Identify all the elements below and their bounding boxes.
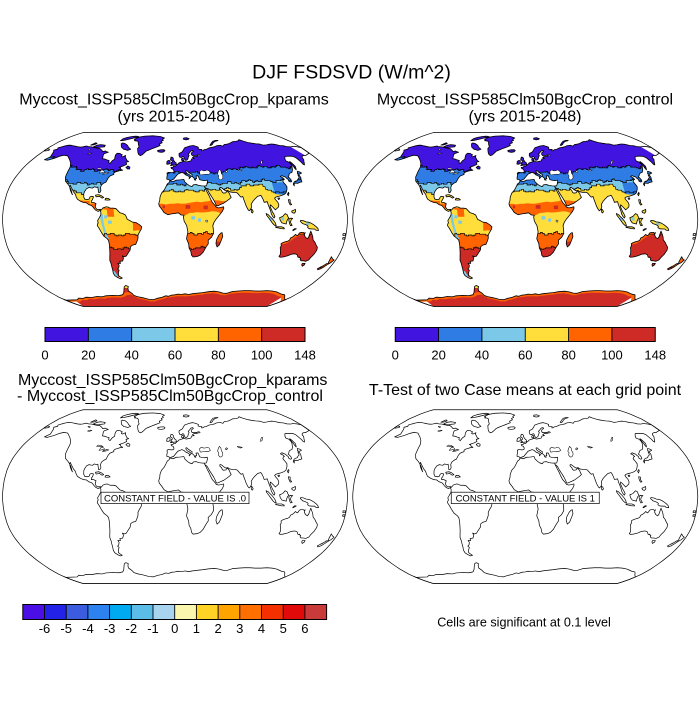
svg-text:- Myccost_ISSP585Clm50BgcCrop_: - Myccost_ISSP585Clm50BgcCrop_control — [17, 388, 323, 405]
svg-text:-4: -4 — [82, 621, 94, 636]
svg-text:40: 40 — [124, 348, 138, 363]
svg-text:0: 0 — [392, 348, 399, 363]
svg-text:100: 100 — [251, 348, 273, 363]
svg-text:1: 1 — [193, 621, 200, 636]
svg-text:20: 20 — [81, 348, 95, 363]
svg-text:40: 40 — [475, 348, 489, 363]
svg-text:20: 20 — [431, 348, 445, 363]
svg-text:2: 2 — [214, 621, 221, 636]
svg-text:Myccost_ISSP585Clm50BgcCrop_co: Myccost_ISSP585Clm50BgcCrop_control — [377, 91, 673, 108]
svg-text:(yrs 2015-2048): (yrs 2015-2048) — [118, 109, 231, 126]
svg-text:Myccost_ISSP585Clm50BgcCrop_kp: Myccost_ISSP585Clm50BgcCrop_kparams — [19, 91, 328, 108]
svg-text:CONSTANT FIELD - VALUE IS .0: CONSTANT FIELD - VALUE IS .0 — [104, 493, 246, 504]
svg-text:148: 148 — [644, 348, 666, 363]
svg-text:60: 60 — [168, 348, 182, 363]
svg-text:100: 100 — [601, 348, 623, 363]
svg-text:3: 3 — [236, 621, 243, 636]
svg-text:-6: -6 — [39, 621, 51, 636]
svg-text:-1: -1 — [147, 621, 159, 636]
svg-text:-5: -5 — [60, 621, 72, 636]
svg-text:80: 80 — [561, 348, 575, 363]
svg-text:DJF FSDSVD (W/m^2): DJF FSDSVD (W/m^2) — [252, 62, 451, 84]
svg-text:80: 80 — [211, 348, 225, 363]
svg-text:5: 5 — [280, 621, 287, 636]
svg-text:-2: -2 — [126, 621, 138, 636]
svg-text:6: 6 — [301, 621, 308, 636]
svg-text:CONSTANT FIELD - VALUE IS 1: CONSTANT FIELD - VALUE IS 1 — [456, 493, 595, 504]
svg-text:Myccost_ISSP585Clm50BgcCrop_kp: Myccost_ISSP585Clm50BgcCrop_kparams — [18, 372, 327, 389]
svg-text:T-Test of two Case means at ea: T-Test of two Case means at each grid po… — [369, 382, 682, 399]
svg-text:Cells are significant at 0.1 l: Cells are significant at 0.1 level — [437, 616, 611, 630]
svg-text:-3: -3 — [104, 621, 116, 636]
svg-text:60: 60 — [518, 348, 532, 363]
svg-text:(yrs 2015-2048): (yrs 2015-2048) — [469, 109, 582, 126]
svg-text:148: 148 — [294, 348, 316, 363]
svg-text:0: 0 — [171, 621, 178, 636]
svg-text:0: 0 — [41, 348, 48, 363]
svg-text:4: 4 — [258, 621, 265, 636]
